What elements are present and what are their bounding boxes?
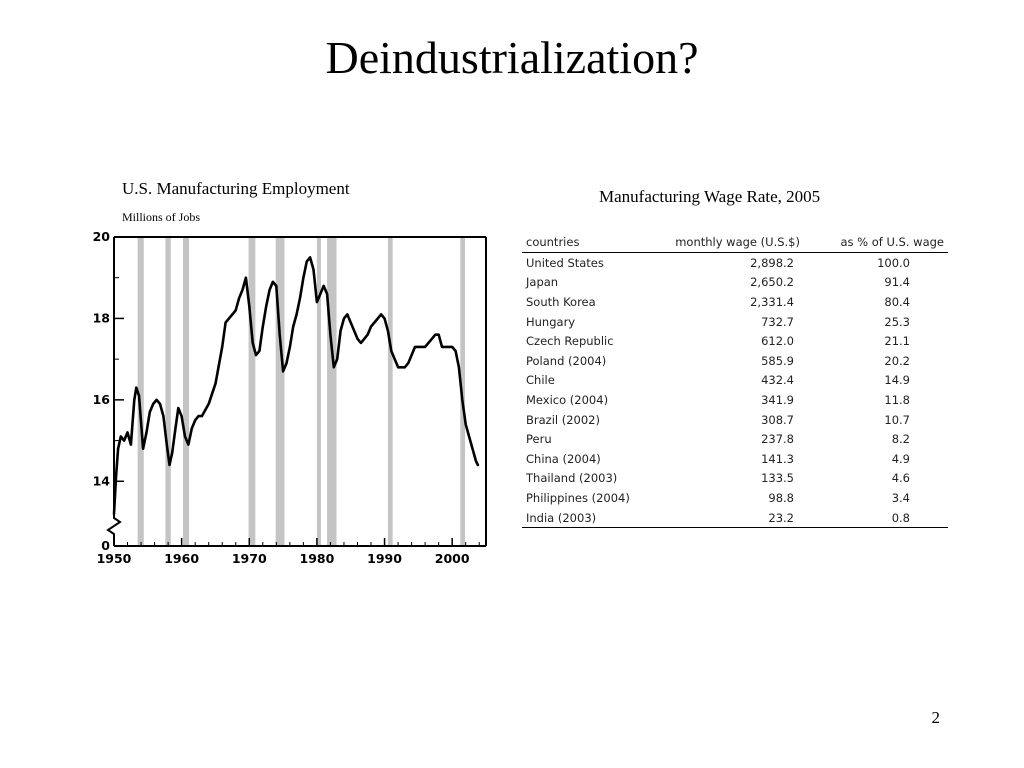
recession-bar xyxy=(327,237,337,546)
monthly-wage-cell: 2,331.4 xyxy=(750,294,794,309)
recession-bar xyxy=(316,237,321,546)
country-cell: Poland (2004) xyxy=(526,353,607,368)
percent-us-wage-cell: 4.6 xyxy=(891,471,910,486)
monthly-wage-cell: 237.8 xyxy=(761,432,794,447)
table-row: Chile 432.4 14.9 xyxy=(522,371,948,391)
wage-table: countries monthly wage (U.S.$) as % of U… xyxy=(522,232,948,529)
y-axis-line xyxy=(106,237,122,546)
country-cell: India (2003) xyxy=(522,507,650,529)
recession-bar xyxy=(275,237,285,546)
x-tick-label: 1970 xyxy=(232,551,267,566)
column-header-monthly-wage: monthly wage (U.S.$) xyxy=(650,232,804,253)
y-tick-label: 16 xyxy=(93,392,111,407)
y-tick-label: 14 xyxy=(93,473,111,488)
percent-us-wage-cell: 3.4 xyxy=(891,490,910,505)
monthly-wage-cell: 308.7 xyxy=(761,412,794,427)
country-cell: United States xyxy=(526,255,604,270)
percent-us-wage-cell: 4.9 xyxy=(891,451,910,466)
country-cell: South Korea xyxy=(526,294,596,309)
table-row: Mexico (2004) 341.9 11.8 xyxy=(522,390,948,410)
recession-bar xyxy=(248,237,256,546)
tick-labels: 0 14 16 18 20 1950 1960 1970 1980 1990 2000 xyxy=(93,229,470,566)
x-tick-label: 1980 xyxy=(300,551,335,566)
recession-bar xyxy=(182,237,190,546)
chart-title: U.S. Manufacturing Employment xyxy=(122,179,350,198)
monthly-wage-cell: 141.3 xyxy=(761,451,794,466)
table-row: Peru 237.8 8.2 xyxy=(522,429,948,449)
chart-axes xyxy=(106,236,487,547)
monthly-wage-cell: 732.7 xyxy=(761,314,794,329)
percent-us-wage-cell: 80.4 xyxy=(884,294,910,309)
country-cell: Hungary xyxy=(526,314,576,329)
percent-us-wage-cell: 21.1 xyxy=(884,334,910,349)
country-cell: Chile xyxy=(526,373,555,388)
x-tick-label: 1950 xyxy=(97,551,132,566)
recession-bar xyxy=(387,237,393,546)
country-cell: Czech Republic xyxy=(526,334,614,349)
recession-bar xyxy=(137,237,144,546)
percent-us-wage-cell: 11.8 xyxy=(884,392,910,407)
table-row: United States 2,898.2 100.0 xyxy=(522,253,948,273)
monthly-wage-cell: 341.9 xyxy=(761,392,794,407)
percent-us-wage-cell: 14.9 xyxy=(884,373,910,388)
country-cell: Japan xyxy=(526,275,559,290)
monthly-wage-cell: 23.2 xyxy=(650,507,804,529)
table-row: Philippines (2004) 98.8 3.4 xyxy=(522,488,948,508)
percent-us-wage-cell: 100.0 xyxy=(877,255,910,270)
country-cell: Philippines (2004) xyxy=(526,490,630,505)
chart-subtitle: Millions of Jobs xyxy=(122,210,201,224)
employment-line-chart: 0 14 16 18 20 1950 1960 1970 1980 1990 2000 xyxy=(93,229,487,566)
recession-bar xyxy=(165,237,171,546)
percent-us-wage-cell: 20.2 xyxy=(884,353,910,368)
table-row: Czech Republic 612.0 21.1 xyxy=(522,331,948,351)
percent-us-wage-cell: 25.3 xyxy=(884,314,910,329)
table-title: Manufacturing Wage Rate, 2005 xyxy=(599,187,821,206)
table-row: India (2003) 23.2 0.8 xyxy=(522,507,948,529)
slide-title: Deindustrialization? xyxy=(325,32,699,83)
monthly-wage-cell: 133.5 xyxy=(761,471,794,486)
percent-us-wage-cell: 91.4 xyxy=(884,275,910,290)
country-cell: Brazil (2002) xyxy=(526,412,600,427)
series-group xyxy=(112,256,480,516)
column-header-countries: countries xyxy=(522,232,650,253)
percent-us-wage-cell: 8.2 xyxy=(891,432,910,447)
y-tick-label: 0 xyxy=(101,538,110,553)
table-header-row: countries monthly wage (U.S.$) as % of U… xyxy=(522,232,948,253)
x-tick-label: 2000 xyxy=(435,551,470,566)
table-row: Poland (2004) 585.9 20.2 xyxy=(522,351,948,371)
y-tick-label: 20 xyxy=(93,229,111,244)
series-line-0 xyxy=(112,256,480,516)
table-row: Thailand (2003) 133.5 4.6 xyxy=(522,469,948,489)
monthly-wage-cell: 612.0 xyxy=(761,334,794,349)
country-cell: Thailand (2003) xyxy=(526,471,618,486)
table-row: South Korea 2,331.4 80.4 xyxy=(522,292,948,312)
country-cell: Peru xyxy=(526,432,552,447)
monthly-wage-cell: 2,650.2 xyxy=(750,275,794,290)
monthly-wage-cell: 2,898.2 xyxy=(750,255,794,270)
x-tick-label: 1990 xyxy=(367,551,402,566)
table-row: Hungary 732.7 25.3 xyxy=(522,312,948,332)
monthly-wage-cell: 432.4 xyxy=(761,373,794,388)
x-tick-label: 1960 xyxy=(164,551,199,566)
column-header-percent-us-wage: as % of U.S. wage xyxy=(804,232,948,253)
country-cell: China (2004) xyxy=(526,451,601,466)
monthly-wage-cell: 585.9 xyxy=(761,353,794,368)
y-tick-label: 18 xyxy=(93,310,110,325)
country-cell: Mexico (2004) xyxy=(526,392,609,407)
table-row: China (2004) 141.3 4.9 xyxy=(522,449,948,469)
page-number: 2 xyxy=(931,708,941,727)
table-row: Brazil (2002) 308.7 10.7 xyxy=(522,410,948,430)
table-row: Japan 2,650.2 91.4 xyxy=(522,273,948,293)
percent-us-wage-cell: 0.8 xyxy=(804,507,948,529)
percent-us-wage-cell: 10.7 xyxy=(884,412,910,427)
monthly-wage-cell: 98.8 xyxy=(768,490,794,505)
